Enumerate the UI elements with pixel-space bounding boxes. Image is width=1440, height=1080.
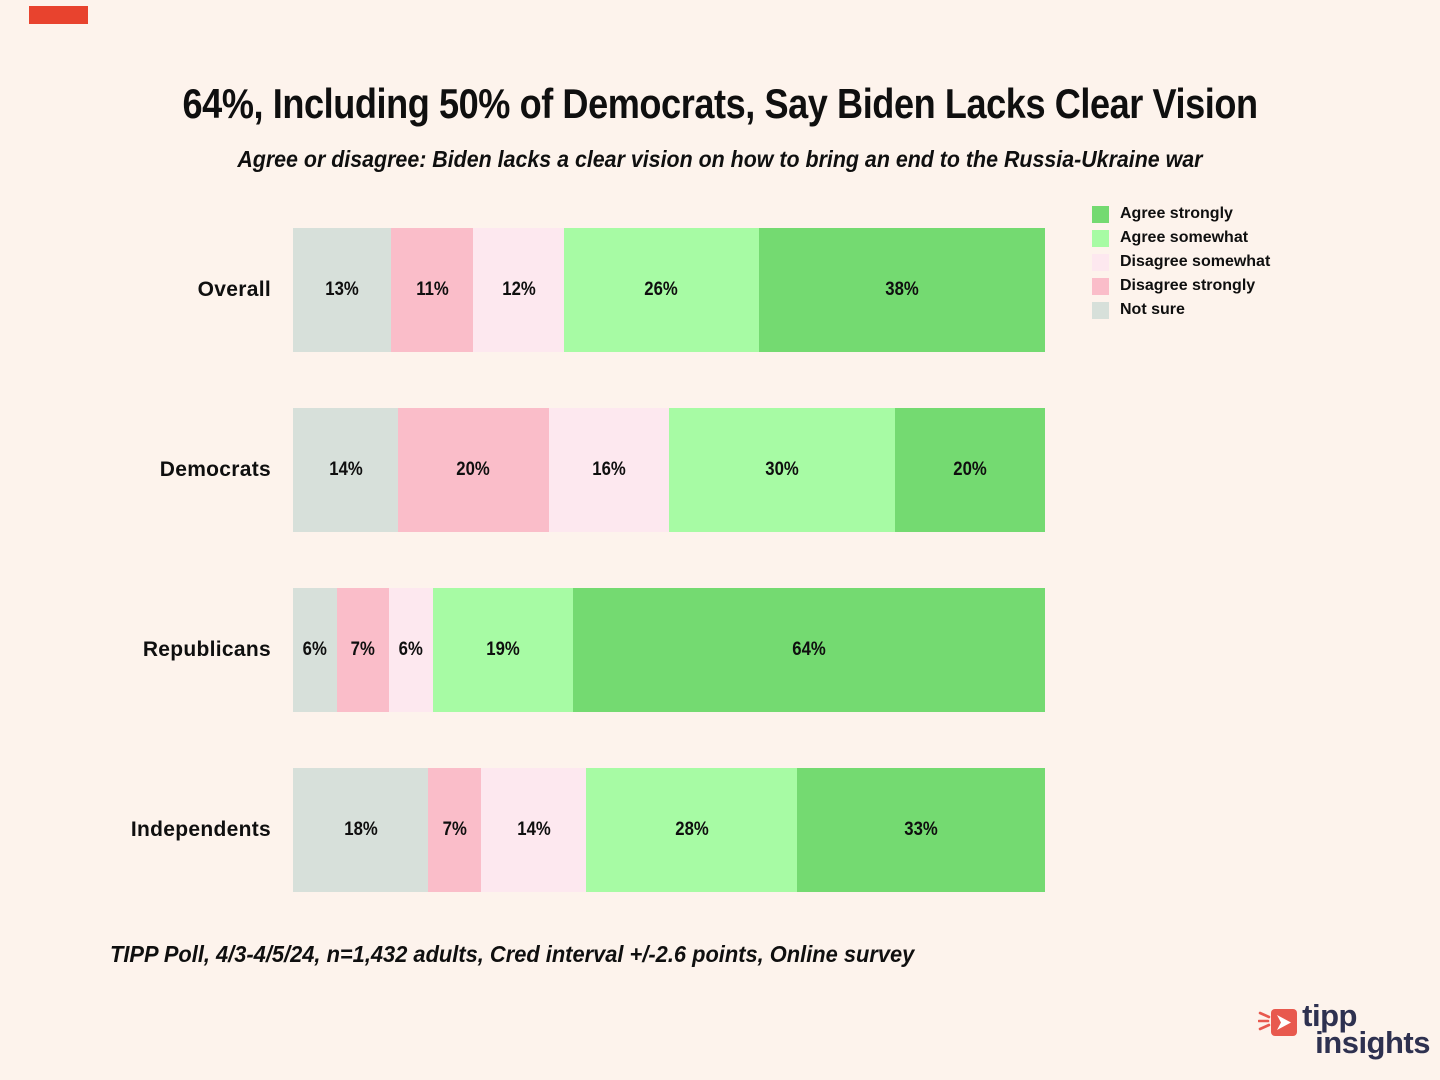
bar-segment-label: 13% [325,279,359,300]
chart-row: Overall 13% 11% 12% 26% 38% [0,228,1060,352]
legend-item: Not sure [1092,298,1270,322]
bar-segment: 26% [563,228,760,352]
bar-segment: 14% [480,768,587,892]
legend-item: Disagree strongly [1092,274,1270,298]
bar-segment-label: 38% [885,279,919,300]
bar-segment: 14% [293,408,399,532]
bar-segment-label: 7% [442,819,467,840]
stacked-bar: 14% 20% 16% 30% 20% [293,408,1045,532]
legend-item: Agree strongly [1092,202,1270,226]
legend-label: Agree somewhat [1120,229,1249,246]
chart-row: Independents 18% 7% 14% 28% 33% [0,768,1060,892]
bar-segment-label: 28% [674,819,709,840]
category-label: Democrats [159,458,271,481]
bar-segment: 19% [433,588,574,712]
bar-segment-label: 6% [398,639,424,660]
legend-label: Disagree strongly [1120,277,1256,294]
page-title-text: 64%, Including 50% of Democrats, Say Bid… [182,80,1258,127]
bar-segment: 38% [759,228,1045,352]
legend-item: Disagree somewhat [1092,250,1270,274]
category-label: Independents [130,818,271,841]
stacked-bar-chart: Overall 13% 11% 12% 26% 38% Democrats 14% 20% 16%… [0,228,1060,948]
stacked-bar: 18% 7% 14% 28% 33% [293,768,1045,892]
stacked-bar: 6% 7% 6% 19% 64% [293,588,1045,712]
legend-swatch [1092,229,1109,247]
legend-swatch [1092,277,1109,295]
category-label: Republicans [142,638,271,661]
legend-label: Not sure [1120,301,1185,318]
bar-segment-label: 20% [953,459,987,480]
bar-segment: 20% [894,408,1045,532]
bar-segment-label: 7% [350,639,376,660]
legend-swatch [1092,253,1109,271]
stacked-bar: 13% 11% 12% 26% 38% [293,228,1045,352]
footnote-text: TIPP Poll, 4/3-4/5/24, n=1,432 adults, C… [110,941,915,967]
bar-segment: 11% [390,228,474,352]
category-label: Overall [197,278,271,301]
bar-segment-label: 6% [303,639,328,660]
bar-segment-label: 26% [644,279,679,300]
bar-segment: 28% [586,768,797,892]
bar-segment: 16% [548,408,669,532]
logo-line2: insights [1315,1025,1430,1061]
tipp-insights-logo: tipp insights [1258,997,1430,1061]
bar-segment: 6% [293,588,338,712]
chart-subtitle: Agree or disagree: Biden lacks a clear v… [0,146,1440,173]
legend-swatch [1092,301,1109,319]
bar-segment: 64% [573,588,1045,712]
legend-label: Agree strongly [1120,205,1233,222]
bar-segment: 7% [337,588,389,712]
brand-accent-bar [29,6,88,24]
legend-label: Disagree somewhat [1120,253,1271,270]
chart-row: Democrats 14% 20% 16% 30% 20% [0,408,1060,532]
bar-segment-label: 14% [516,819,551,840]
bar-segment-label: 33% [904,819,938,840]
bar-segment: 30% [668,408,895,532]
bar-segment-label: 16% [592,459,626,480]
bar-segment: 18% [293,768,429,892]
logo-text: tipp insights [1302,997,1430,1061]
legend-item: Agree somewhat [1092,226,1270,250]
bar-segment-label: 20% [456,459,491,480]
bar-segment-label: 11% [415,279,449,300]
chart-legend: Agree strongly Agree somewhat Disagree som… [1092,202,1270,322]
tipp-arrow-icon [1258,1008,1298,1036]
bar-segment: 12% [473,228,564,352]
legend-swatch [1092,205,1109,223]
bar-segment: 13% [293,228,391,352]
bar-segment-label: 64% [792,639,826,660]
logo-line1: tipp [1302,997,1357,1033]
bar-segment-label: 30% [765,459,799,480]
bar-segment-label: 12% [501,279,536,300]
bar-segment-label: 18% [343,819,378,840]
footnote: TIPP Poll, 4/3-4/5/24, n=1,432 adults, C… [110,941,957,968]
chart-row: Republicans 6% 7% 6% 19% 64% [0,588,1060,712]
bar-segment-label: 14% [328,459,363,480]
bar-segment: 33% [796,768,1045,892]
bar-segment: 7% [428,768,481,892]
bar-segment-label: 19% [486,639,520,660]
chart-subtitle-text: Agree or disagree: Biden lacks a clear v… [237,146,1203,172]
bar-segment: 6% [388,588,434,712]
bar-segment: 20% [398,408,549,532]
page-title: 64%, Including 50% of Democrats, Say Bid… [0,80,1440,128]
